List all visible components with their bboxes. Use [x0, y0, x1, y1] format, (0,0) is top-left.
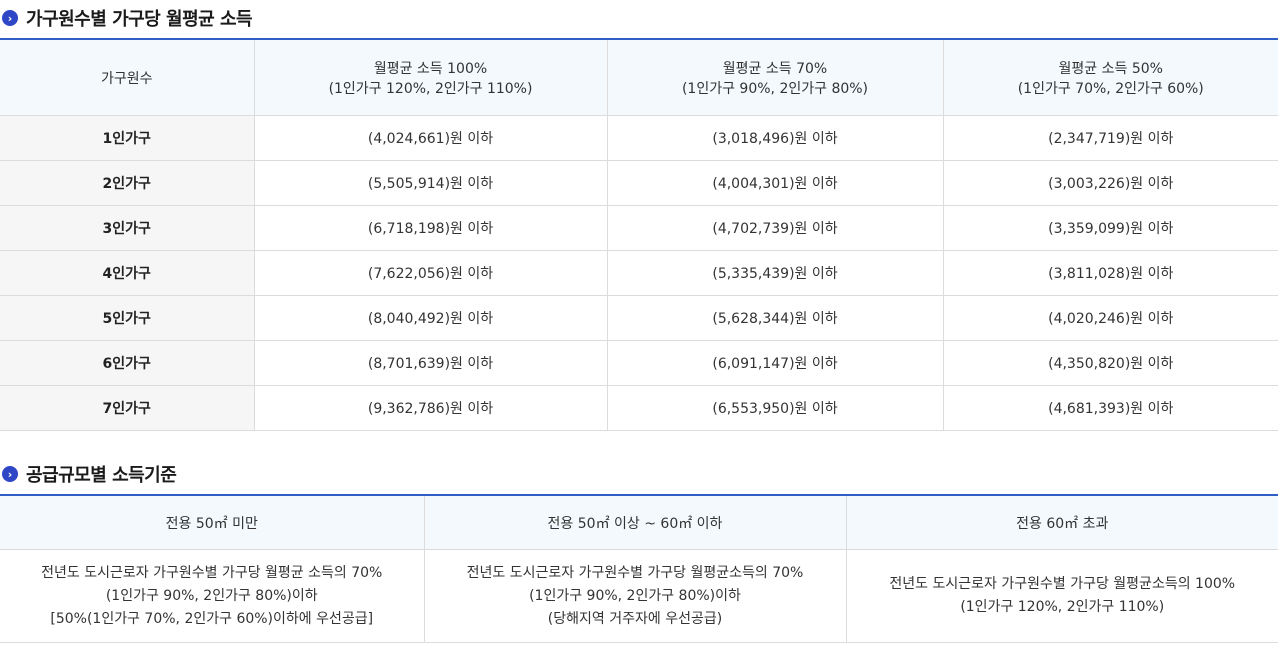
- cell-line: (당해지역 거주자에 우선공급): [547, 610, 723, 627]
- row-header: 7인가구: [0, 385, 255, 431]
- table-cell: (4,702,739)원 이하: [606, 205, 944, 251]
- section-title-household-income: › 가구원수별 가구당 월평균 소득: [0, 4, 253, 32]
- table-row: 7인가구 (9,362,786)원 이하 (6,553,950)원 이하 (4,…: [0, 385, 1278, 431]
- cell-line: 전년도 도시근로자 가구원수별 가구당 월평균소득의 70%: [466, 564, 804, 581]
- table-cell: (6,553,950)원 이하: [606, 385, 944, 431]
- header-cell: 월평균 소득 70% (1인가구 90%, 2인가구 80%): [606, 39, 944, 116]
- table-cell: (3,359,099)원 이하: [942, 205, 1278, 251]
- table-cell: (9,362,786)원 이하: [253, 385, 608, 431]
- header-line: 월평균 소득 100%: [373, 60, 488, 77]
- header-cell: 전용 60㎡ 초과: [845, 495, 1278, 550]
- header-cell: 월평균 소득 50% (1인가구 70%, 2인가구 60%): [942, 39, 1278, 116]
- header-line: 가구원수: [100, 70, 153, 87]
- table-cell: (6,091,147)원 이하: [606, 340, 944, 386]
- row-header: 1인가구: [0, 115, 255, 161]
- row-header: 4인가구: [0, 250, 255, 296]
- table-cell: (6,718,198)원 이하: [253, 205, 608, 251]
- header-line: (1인가구 90%, 2인가구 80%): [681, 80, 869, 97]
- cell-line: (1인가구 120%, 2인가구 110%): [960, 599, 1165, 615]
- header-line: (1인가구 70%, 2인가구 60%): [1017, 80, 1204, 97]
- table-cell: (8,701,639)원 이하: [253, 340, 608, 386]
- table-cell: (5,505,914)원 이하: [253, 160, 608, 206]
- supply-size-income-table: 전용 50㎡ 미만 전용 50㎡ 이상 ~ 60㎡ 이하 전용 60㎡ 초과 전…: [0, 494, 1278, 643]
- table-cell: (5,628,344)원 이하: [606, 295, 944, 341]
- table-cell: (4,681,393)원 이하: [942, 385, 1278, 431]
- table-row: 2인가구 (5,505,914)원 이하 (4,004,301)원 이하 (3,…: [0, 160, 1278, 206]
- section-title-supply-size: › 공급규모별 소득기준: [0, 460, 177, 488]
- header-cell: 가구원수: [0, 39, 255, 116]
- table-cell: (3,003,226)원 이하: [942, 160, 1278, 206]
- table-cell: (4,004,301)원 이하: [606, 160, 944, 206]
- table-cell: (7,622,056)원 이하: [253, 250, 608, 296]
- table-header-row: 전용 50㎡ 미만 전용 50㎡ 이상 ~ 60㎡ 이하 전용 60㎡ 초과: [0, 495, 1278, 550]
- cell-line: 전년도 도시근로자 가구원수별 가구당 월평균 소득의 70%: [41, 564, 383, 581]
- cell-line: (1인가구 90%, 2인가구 80%)이하: [105, 587, 318, 604]
- table-cell: (3,018,496)원 이하: [606, 115, 944, 161]
- table-cell: (8,040,492)원 이하: [253, 295, 608, 341]
- table-cell: 전년도 도시근로자 가구원수별 가구당 월평균소득의 100% (1인가구 12…: [845, 549, 1278, 643]
- table-row: 1인가구 (4,024,661)원 이하 (3,018,496)원 이하 (2,…: [0, 115, 1278, 161]
- section-title-text: 공급규모별 소득기준: [26, 465, 177, 486]
- table-row: 5인가구 (8,040,492)원 이하 (5,628,344)원 이하 (4,…: [0, 295, 1278, 341]
- cell-line: (1인가구 90%, 2인가구 80%)이하: [529, 587, 741, 604]
- header-cell: 전용 50㎡ 미만: [0, 495, 425, 550]
- chevron-right-circle-icon: ›: [2, 466, 18, 482]
- table-row: 전년도 도시근로자 가구원수별 가구당 월평균 소득의 70% (1인가구 90…: [0, 549, 1278, 643]
- row-header: 6인가구: [0, 340, 255, 386]
- row-header: 2인가구: [0, 160, 255, 206]
- table-row: 4인가구 (7,622,056)원 이하 (5,335,439)원 이하 (3,…: [0, 250, 1278, 296]
- header-line: 월평균 소득 50%: [1058, 60, 1163, 77]
- table-cell: (2,347,719)원 이하: [942, 115, 1278, 161]
- table-cell: 전년도 도시근로자 가구원수별 가구당 월평균소득의 70% (1인가구 90%…: [423, 549, 847, 643]
- header-cell: 전용 50㎡ 이상 ~ 60㎡ 이하: [423, 495, 847, 550]
- table-cell: (4,024,661)원 이하: [253, 115, 608, 161]
- header-line: 월평균 소득 70%: [722, 60, 828, 77]
- row-header: 5인가구: [0, 295, 255, 341]
- table-cell: (3,811,028)원 이하: [942, 250, 1278, 296]
- section-title-text: 가구원수별 가구당 월평균 소득: [26, 9, 253, 30]
- header-line: (1인가구 120%, 2인가구 110%): [328, 80, 533, 97]
- table-row: 6인가구 (8,701,639)원 이하 (6,091,147)원 이하 (4,…: [0, 340, 1278, 386]
- table-cell: 전년도 도시근로자 가구원수별 가구당 월평균 소득의 70% (1인가구 90…: [0, 549, 425, 643]
- header-cell: 월평균 소득 100% (1인가구 120%, 2인가구 110%): [253, 39, 608, 116]
- table-cell: (4,350,820)원 이하: [942, 340, 1278, 386]
- cell-line: [50%(1인가구 70%, 2인가구 60%)이하에 우선공급]: [50, 610, 374, 627]
- cell-line: 전년도 도시근로자 가구원수별 가구당 월평균소득의 100%: [889, 576, 1236, 592]
- row-header: 3인가구: [0, 205, 255, 251]
- household-income-table: 가구원수 월평균 소득 100% (1인가구 120%, 2인가구 110%) …: [0, 38, 1278, 431]
- table-cell: (5,335,439)원 이하: [606, 250, 944, 296]
- table-cell: (4,020,246)원 이하: [942, 295, 1278, 341]
- chevron-right-circle-icon: ›: [2, 10, 18, 26]
- table-header-row: 가구원수 월평균 소득 100% (1인가구 120%, 2인가구 110%) …: [0, 39, 1278, 116]
- table-row: 3인가구 (6,718,198)원 이하 (4,702,739)원 이하 (3,…: [0, 205, 1278, 251]
